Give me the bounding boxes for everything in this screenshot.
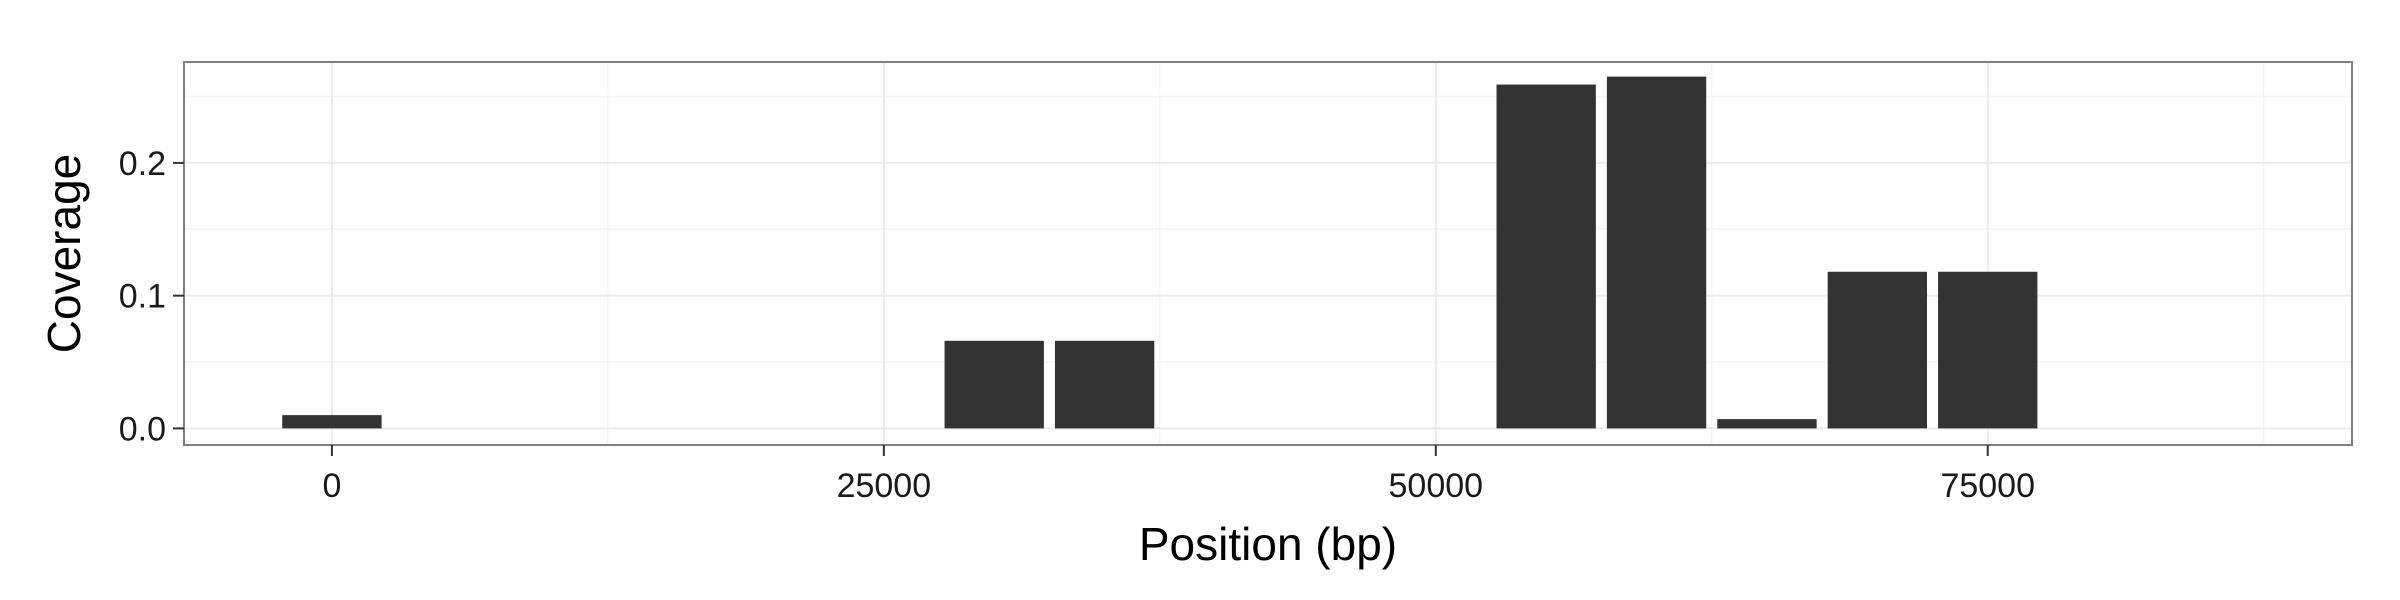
- x-tick-label: 0: [322, 467, 341, 505]
- bar: [282, 415, 382, 429]
- bar: [1496, 84, 1596, 429]
- y-tick-label: 0.1: [119, 278, 166, 316]
- bar: [1054, 340, 1155, 429]
- x-tick-label: 25000: [837, 467, 932, 505]
- bar: [1717, 419, 1817, 429]
- panel-border: [183, 61, 2353, 446]
- bar: [1938, 271, 2038, 429]
- y-tick-label: 0.0: [119, 410, 166, 448]
- x-tick-label: 50000: [1389, 467, 1484, 505]
- bar: [1606, 76, 1707, 429]
- x-axis: 0 25000 50000 75000: [322, 445, 2035, 505]
- bar: [1827, 271, 1928, 429]
- x-axis-title: Position (bp): [1139, 518, 1397, 570]
- bars: [282, 76, 2038, 429]
- y-axis: 0.0 0.1 0.2: [119, 145, 184, 448]
- bar: [944, 340, 1044, 429]
- y-tick-label: 0.2: [119, 145, 166, 183]
- y-axis-title: Coverage: [38, 154, 90, 353]
- x-tick-label: 75000: [1940, 467, 2035, 505]
